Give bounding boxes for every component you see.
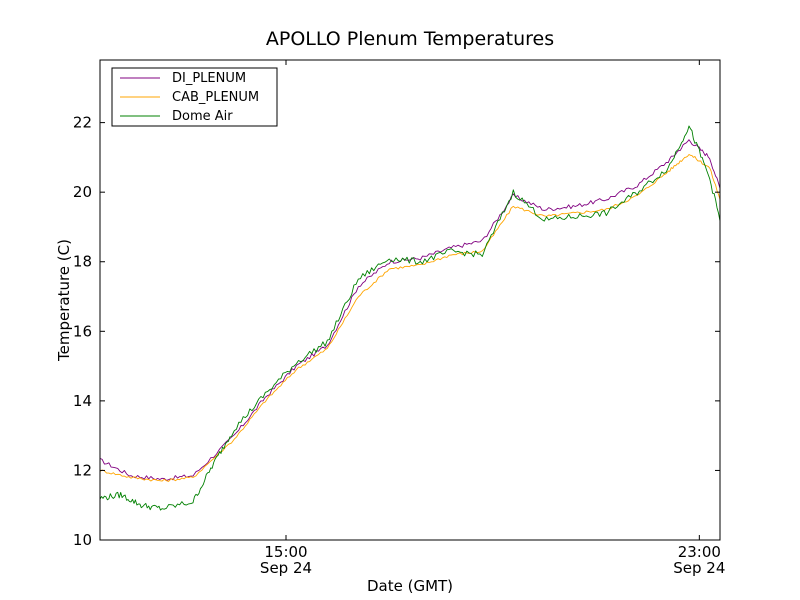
x-axis-label: Date (GMT) (367, 577, 453, 595)
y-tick-label: 20 (73, 183, 92, 201)
x-tick-label-date: Sep 24 (673, 559, 725, 577)
y-tick-label: 18 (73, 253, 92, 271)
x-tick-label-time: 23:00 (678, 543, 721, 561)
series-layer (100, 125, 720, 511)
chart-title: APOLLO Plenum Temperatures (266, 28, 554, 50)
x-tick-label-time: 15:00 (264, 543, 307, 561)
plot-frame (99, 59, 721, 541)
legend-label-dome-air: Dome Air (172, 109, 233, 124)
y-tick-label: 10 (73, 531, 92, 549)
legend: DI_PLENUM CAB_PLENUM Dome Air (111, 67, 278, 127)
x-tick-label-date: Sep 24 (260, 559, 312, 577)
y-ticks: 10 12 14 16 18 20 22 (73, 114, 720, 549)
y-tick-label: 12 (73, 461, 92, 479)
legend-label-cab-plenum: CAB_PLENUM (172, 90, 259, 105)
y-axis-label: Temperature (C) (55, 239, 73, 362)
y-tick-label: 14 (73, 392, 92, 410)
y-tick-label: 22 (73, 114, 92, 132)
series-line-cab-plenum (100, 154, 720, 482)
series-line-dome-air (100, 125, 720, 511)
legend-label-di-plenum: DI_PLENUM (172, 71, 246, 86)
series-line-di-plenum (100, 139, 720, 481)
y-tick-label: 16 (73, 322, 92, 340)
